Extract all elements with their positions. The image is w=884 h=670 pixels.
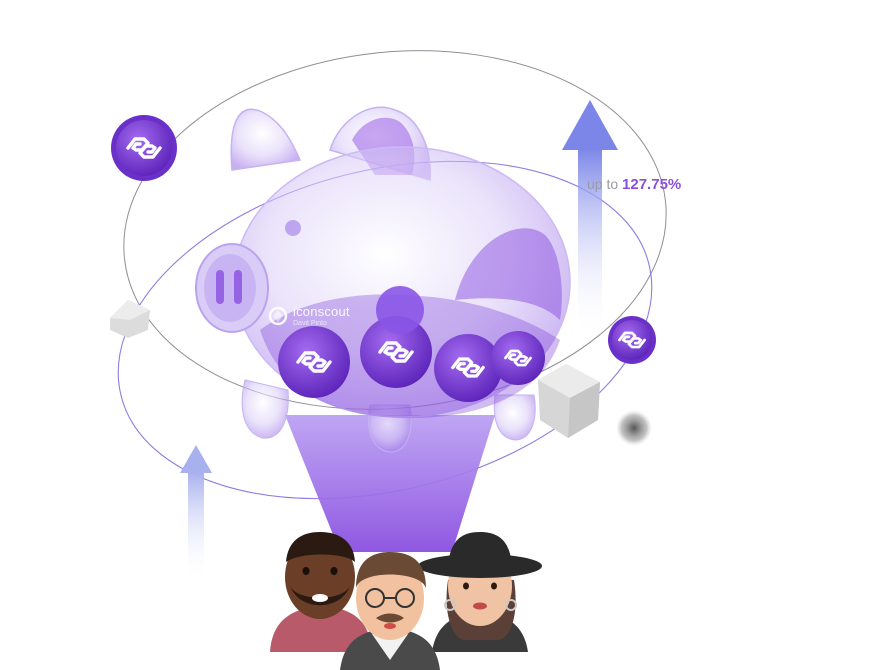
arrow-up-icon bbox=[180, 445, 212, 582]
watermark: iconscout Davit Pinto bbox=[268, 304, 350, 327]
watermark-brand: iconscout bbox=[293, 304, 350, 319]
iconscout-logo-icon bbox=[268, 306, 288, 326]
yield-label: up to 127.75% bbox=[587, 176, 681, 193]
blurred-coin-icon bbox=[616, 410, 652, 446]
avatar-woman-hat bbox=[418, 532, 542, 652]
arrow-up-icon bbox=[562, 100, 618, 338]
polygon-coin-icon bbox=[608, 316, 656, 364]
avatar-man-glasses bbox=[340, 552, 440, 670]
polygon-coin-icon bbox=[111, 115, 177, 181]
watermark-author: Davit Pinto bbox=[293, 320, 327, 327]
polygon-coin-icon bbox=[376, 286, 424, 334]
polygon-coin-icon bbox=[434, 334, 502, 402]
polygon-coin-icon bbox=[360, 316, 432, 388]
polygon-coin-icon bbox=[491, 331, 545, 385]
funnel-beam bbox=[285, 415, 495, 552]
cube-icon bbox=[538, 364, 600, 438]
yield-prefix: up to bbox=[587, 176, 619, 192]
avatar-man-bearded bbox=[270, 532, 372, 652]
polygon-coin-icon bbox=[278, 326, 350, 398]
yield-value: 127.75% bbox=[622, 176, 682, 193]
cube-icon bbox=[110, 300, 150, 338]
glass-piggy-bank bbox=[195, 106, 571, 453]
